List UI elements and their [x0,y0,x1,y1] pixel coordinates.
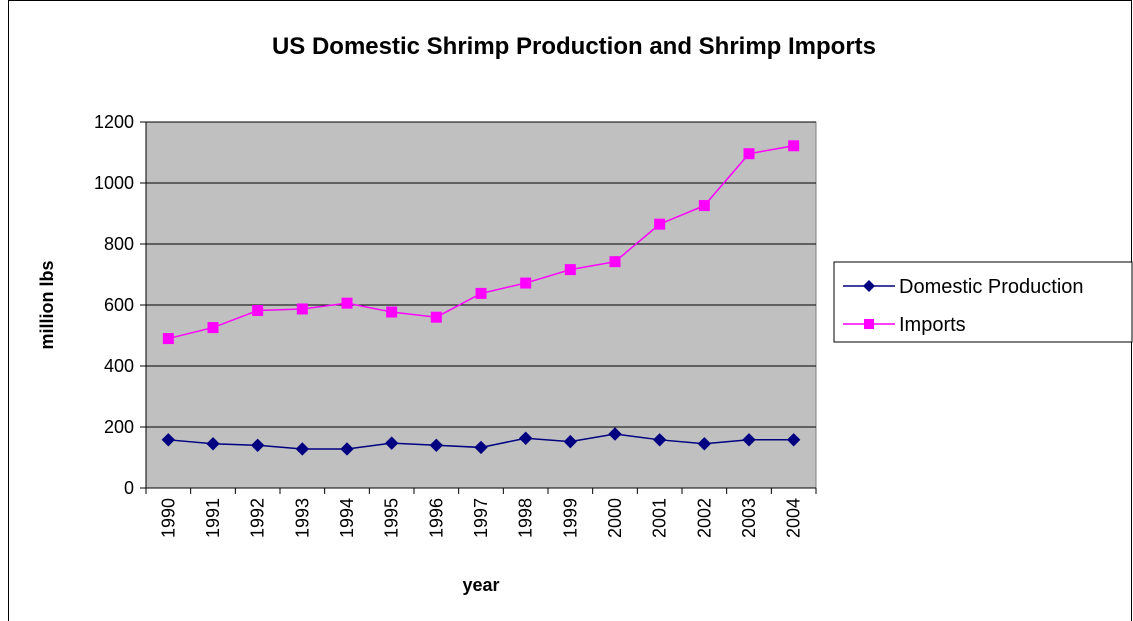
data-point-square [788,140,800,152]
legend-label: Domestic Production [899,276,1084,298]
data-point-diamond [206,437,220,451]
y-tick-label: 400 [104,356,134,376]
legend-box [833,261,1133,343]
data-point-square [162,333,174,345]
data-point-square [564,264,576,276]
data-point-square [609,256,621,268]
y-tick-labels: 0 200 400 600 800 1000 1200 [94,112,134,498]
x-tick-label: 1997 [471,498,491,538]
x-tick-label: 1994 [337,498,357,538]
data-point-diamond [697,437,712,451]
data-point-square [207,322,219,334]
data-point-square [430,311,442,323]
data-point-square [296,303,308,315]
data-point-diamond [250,438,265,453]
x-tick-label: 1996 [426,498,446,538]
x-tick-label: 2003 [739,498,759,538]
legend-marker-diamond [863,280,875,292]
y-tick-label: 1200 [94,112,134,132]
data-point-square [520,277,532,289]
x-tick-label: 1999 [560,498,580,538]
y-tick-label: 1000 [94,173,134,193]
data-point-diamond [742,433,756,447]
data-point-diamond [295,442,310,456]
x-tick-label: 1990 [158,498,178,538]
x-tick-label: 2000 [605,498,625,538]
chart-title: US Domestic Shrimp Production and Shrimp… [272,33,876,60]
x-axis-title: year [462,575,499,595]
x-tick-label: 2004 [784,498,804,538]
gridlines [146,121,816,428]
series [161,140,801,456]
data-point-diamond [429,438,444,453]
y-tick-label: 800 [104,234,134,254]
x-tick-label: 1995 [382,498,402,538]
data-point-square [654,218,666,230]
y-axis-title: million lbs [37,260,57,349]
y-tick-label: 200 [104,417,134,437]
data-point-square [341,297,353,309]
legend-label: Imports [899,314,966,336]
data-point-diamond [474,440,488,455]
legend: Domestic Production Imports [833,261,1133,343]
data-point-diamond [384,436,399,450]
x-tick-label: 2002 [694,498,714,538]
data-point-square [743,148,755,160]
y-tick-label: 0 [124,478,134,498]
x-tick-label: 1992 [248,498,268,538]
data-point-diamond [563,434,578,449]
data-point-diamond [161,433,176,447]
data-point-diamond [518,431,533,445]
x-tick-label: 1991 [203,498,223,538]
axes [140,121,817,494]
x-tick-label: 1993 [292,498,312,538]
x-tick-labels: 1990 1991 1992 1993 1994 1995 1996 1997 1998 1999… [158,498,803,538]
x-tick-label: 1998 [516,498,536,538]
x-tick-label: 2001 [650,498,670,538]
data-point-diamond [608,427,622,441]
data-point-square [698,200,710,212]
legend-marker-square [864,319,874,329]
data-point-square [252,304,264,316]
data-point-square [386,306,398,318]
data-point-diamond [652,433,667,447]
data-point-diamond [786,433,801,447]
data-point-square [475,287,487,299]
y-tick-label: 600 [104,295,134,315]
data-point-diamond [340,442,354,456]
